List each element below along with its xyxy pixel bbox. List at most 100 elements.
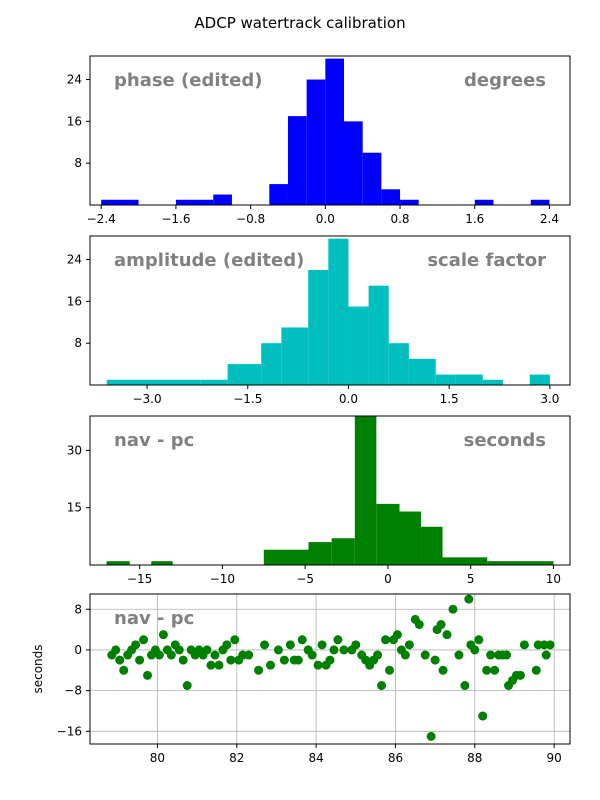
scatter-point (254, 665, 264, 675)
scatter-point (436, 620, 446, 630)
x-tick-label: −0.8 (236, 212, 265, 226)
scatter-point (486, 650, 496, 660)
scatter-point (531, 665, 541, 675)
scatter-point (222, 640, 232, 650)
y-tick-label: 24 (67, 73, 82, 87)
histogram-bar (328, 238, 349, 385)
histogram-bar (344, 121, 363, 205)
histogram-bar (381, 189, 401, 205)
scatter-point (470, 645, 480, 655)
histogram-bar (400, 199, 419, 205)
x-tick-label: −1.6 (161, 212, 190, 226)
scatter-point (377, 681, 387, 691)
scatter-point (174, 645, 184, 655)
scatter-point (313, 660, 323, 670)
y-tick-label: 0 (74, 643, 82, 657)
scatter-point (381, 635, 391, 645)
scatter-point (293, 655, 303, 665)
scatter-point (226, 655, 236, 665)
scatter-point (414, 620, 424, 630)
scatter-point (325, 655, 335, 665)
y-tick-label: 8 (74, 602, 82, 616)
scatter-point (178, 655, 188, 665)
scatter-point (329, 645, 339, 655)
histogram-bar (474, 199, 494, 205)
scatter-point (260, 640, 270, 650)
y-tick-label: 30 (67, 443, 82, 457)
y-tick-label: 8 (74, 156, 82, 170)
scatter-point (392, 630, 402, 640)
x-tick-label: −15 (127, 572, 152, 586)
scatter-point (166, 650, 176, 660)
histogram-bar (175, 199, 214, 205)
scatter-point (502, 650, 512, 660)
scatter-point (426, 731, 436, 741)
scatter-point (202, 645, 212, 655)
x-tick-label: −1.5 (233, 392, 262, 406)
annotation-right: scale factor (427, 250, 546, 271)
scatter-point (230, 635, 240, 645)
x-tick-label: 10 (546, 572, 561, 586)
scatter-point (430, 655, 440, 665)
scatter-point (273, 645, 283, 655)
scatter-point (482, 665, 492, 675)
scatter-point (154, 650, 164, 660)
x-tick-label: −10 (210, 572, 235, 586)
scatter-point (373, 650, 383, 660)
scatter-point (464, 594, 474, 604)
x-tick-label: 5 (467, 572, 475, 586)
scatter-point (244, 650, 254, 660)
x-tick-label: 1.5 (440, 392, 459, 406)
y-tick-label: 16 (67, 114, 82, 128)
scatter-point (515, 670, 525, 680)
scatter-point (420, 650, 430, 660)
annotation-left: amplitude (edited) (114, 250, 304, 271)
histogram-bar (263, 549, 309, 565)
scatter-point (307, 650, 317, 660)
histogram-bar (306, 79, 326, 205)
y-tick-label: 8 (74, 336, 82, 350)
scatter-point (206, 660, 216, 670)
chart-panel-3: −15 −10 −5 0 5 10 15 30 nav - pc seconds (67, 415, 571, 586)
x-tick-label: 88 (467, 751, 482, 765)
x-tick-label: 90 (546, 751, 561, 765)
x-tick-label: 82 (229, 751, 244, 765)
histogram-bar (399, 511, 422, 565)
histogram-bar (442, 557, 488, 565)
chart-panel-2: −3.0 −1.5 0.0 1.5 3.0 8 16 24 amplitude (edited)… (67, 235, 571, 406)
y-tick-label: −16 (57, 724, 82, 738)
scatter-point (285, 640, 295, 650)
histogram-bar (200, 379, 228, 385)
scatter-point (158, 630, 168, 640)
histogram-bar (388, 343, 409, 385)
x-tick-label: −3.0 (132, 392, 161, 406)
histogram-bar (487, 561, 554, 565)
scatter-point (385, 665, 395, 675)
scatter-point (265, 660, 275, 670)
x-tick-label: 0.8 (390, 212, 409, 226)
scatter-point (351, 640, 361, 650)
x-tick-label: 86 (388, 751, 403, 765)
histogram-bar (435, 374, 456, 385)
histogram-bar (482, 379, 503, 385)
histogram-bar (455, 374, 483, 385)
histogram-bar (362, 152, 382, 205)
axes-frame (89, 415, 571, 566)
histogram-bar (529, 374, 550, 385)
histogram-bar (376, 503, 400, 565)
annotation-right: degrees (464, 70, 546, 91)
histogram-bar (308, 542, 332, 565)
scatter-point (438, 665, 448, 675)
y-axis-label: seconds (31, 644, 45, 693)
scatter-point (214, 660, 224, 670)
histogram-bar (368, 285, 389, 385)
scatter-point (490, 665, 500, 675)
scatter-point (131, 640, 141, 650)
scatter-point (111, 645, 121, 655)
scatter-point (404, 640, 414, 650)
x-tick-label: −2.4 (87, 212, 116, 226)
y-tick-label: 15 (67, 501, 82, 515)
scatter-point (119, 665, 129, 675)
